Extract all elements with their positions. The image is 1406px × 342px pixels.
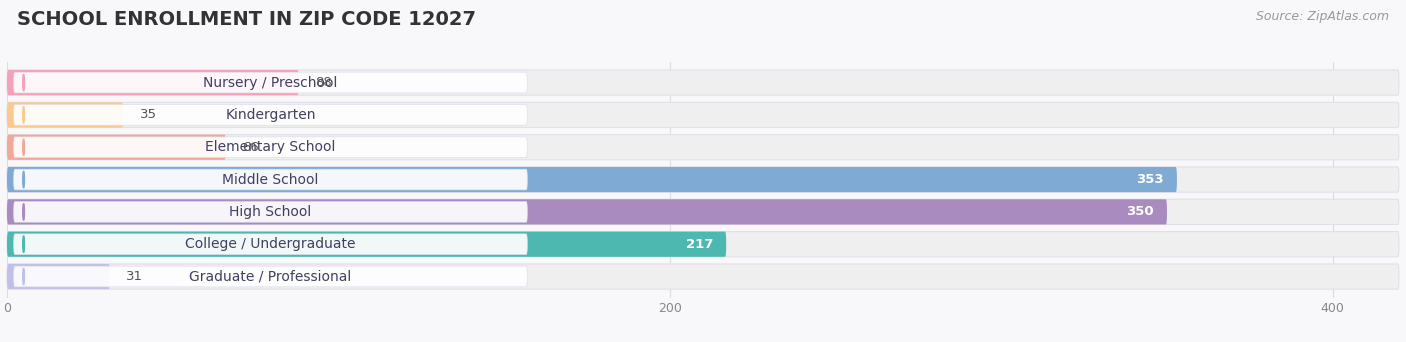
FancyBboxPatch shape xyxy=(7,199,1167,224)
Text: 66: 66 xyxy=(242,141,259,154)
FancyBboxPatch shape xyxy=(7,232,727,257)
Text: 217: 217 xyxy=(686,238,713,251)
FancyBboxPatch shape xyxy=(14,234,527,254)
FancyBboxPatch shape xyxy=(7,232,1399,257)
FancyBboxPatch shape xyxy=(7,135,1399,160)
FancyBboxPatch shape xyxy=(14,201,527,222)
Circle shape xyxy=(22,106,24,123)
Text: 350: 350 xyxy=(1126,206,1154,219)
Circle shape xyxy=(22,268,24,285)
Circle shape xyxy=(22,74,24,91)
Circle shape xyxy=(22,139,24,156)
Text: 31: 31 xyxy=(127,270,143,283)
Text: 88: 88 xyxy=(315,76,332,89)
FancyBboxPatch shape xyxy=(14,105,527,125)
Text: 35: 35 xyxy=(139,108,156,121)
Text: 353: 353 xyxy=(1136,173,1164,186)
FancyBboxPatch shape xyxy=(7,135,226,160)
Text: Elementary School: Elementary School xyxy=(205,140,336,154)
Circle shape xyxy=(22,236,24,253)
FancyBboxPatch shape xyxy=(7,102,1399,128)
FancyBboxPatch shape xyxy=(7,102,124,128)
Circle shape xyxy=(22,171,24,188)
FancyBboxPatch shape xyxy=(14,137,527,158)
Text: Middle School: Middle School xyxy=(222,173,319,186)
Text: Nursery / Preschool: Nursery / Preschool xyxy=(204,76,337,90)
Text: Source: ZipAtlas.com: Source: ZipAtlas.com xyxy=(1256,10,1389,23)
Text: Kindergarten: Kindergarten xyxy=(225,108,316,122)
FancyBboxPatch shape xyxy=(7,264,1399,289)
Text: SCHOOL ENROLLMENT IN ZIP CODE 12027: SCHOOL ENROLLMENT IN ZIP CODE 12027 xyxy=(17,10,475,29)
FancyBboxPatch shape xyxy=(7,70,1399,95)
FancyBboxPatch shape xyxy=(7,264,110,289)
FancyBboxPatch shape xyxy=(7,167,1177,192)
FancyBboxPatch shape xyxy=(7,199,1399,224)
FancyBboxPatch shape xyxy=(14,169,527,190)
FancyBboxPatch shape xyxy=(14,72,527,93)
FancyBboxPatch shape xyxy=(7,167,1399,192)
FancyBboxPatch shape xyxy=(14,266,527,287)
Text: High School: High School xyxy=(229,205,312,219)
Text: College / Undergraduate: College / Undergraduate xyxy=(186,237,356,251)
Text: Graduate / Professional: Graduate / Professional xyxy=(190,269,352,284)
FancyBboxPatch shape xyxy=(7,70,298,95)
Circle shape xyxy=(22,203,24,220)
